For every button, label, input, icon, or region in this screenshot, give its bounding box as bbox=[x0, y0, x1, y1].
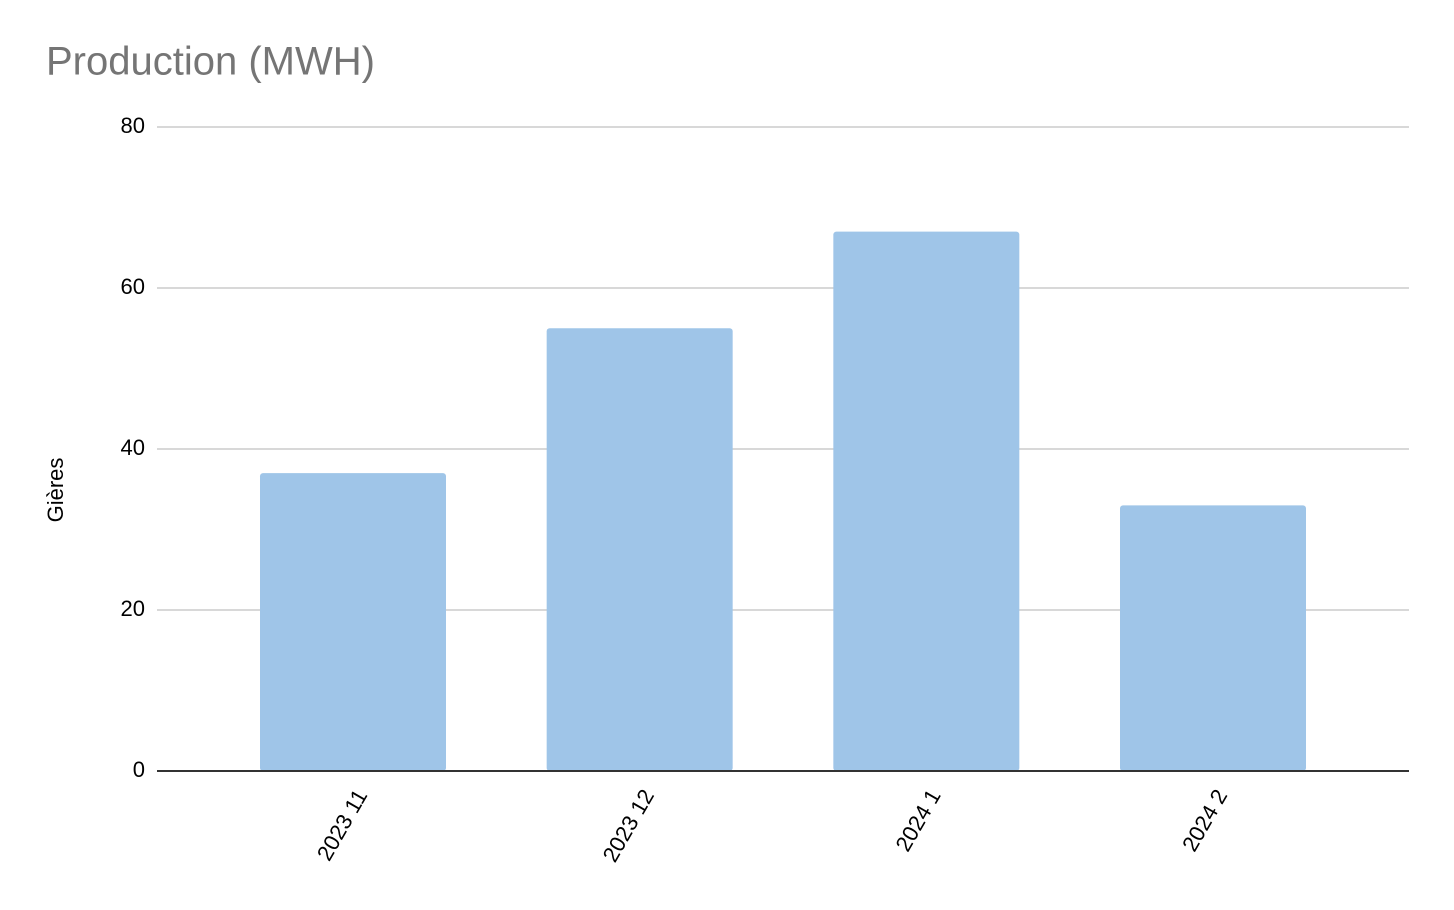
y-tick-label: 60 bbox=[121, 274, 145, 299]
bar bbox=[1120, 505, 1306, 771]
y-tick-label: 40 bbox=[121, 435, 145, 460]
bar bbox=[546, 328, 733, 771]
bar bbox=[833, 231, 1020, 771]
chart-title: Production (MWH) bbox=[46, 40, 375, 84]
y-tick-label: 0 bbox=[133, 757, 145, 782]
bar bbox=[260, 473, 446, 771]
y-tick-label: 80 bbox=[121, 113, 145, 138]
y-axis-label: Gières bbox=[43, 458, 68, 523]
y-tick-label: 20 bbox=[121, 596, 145, 621]
